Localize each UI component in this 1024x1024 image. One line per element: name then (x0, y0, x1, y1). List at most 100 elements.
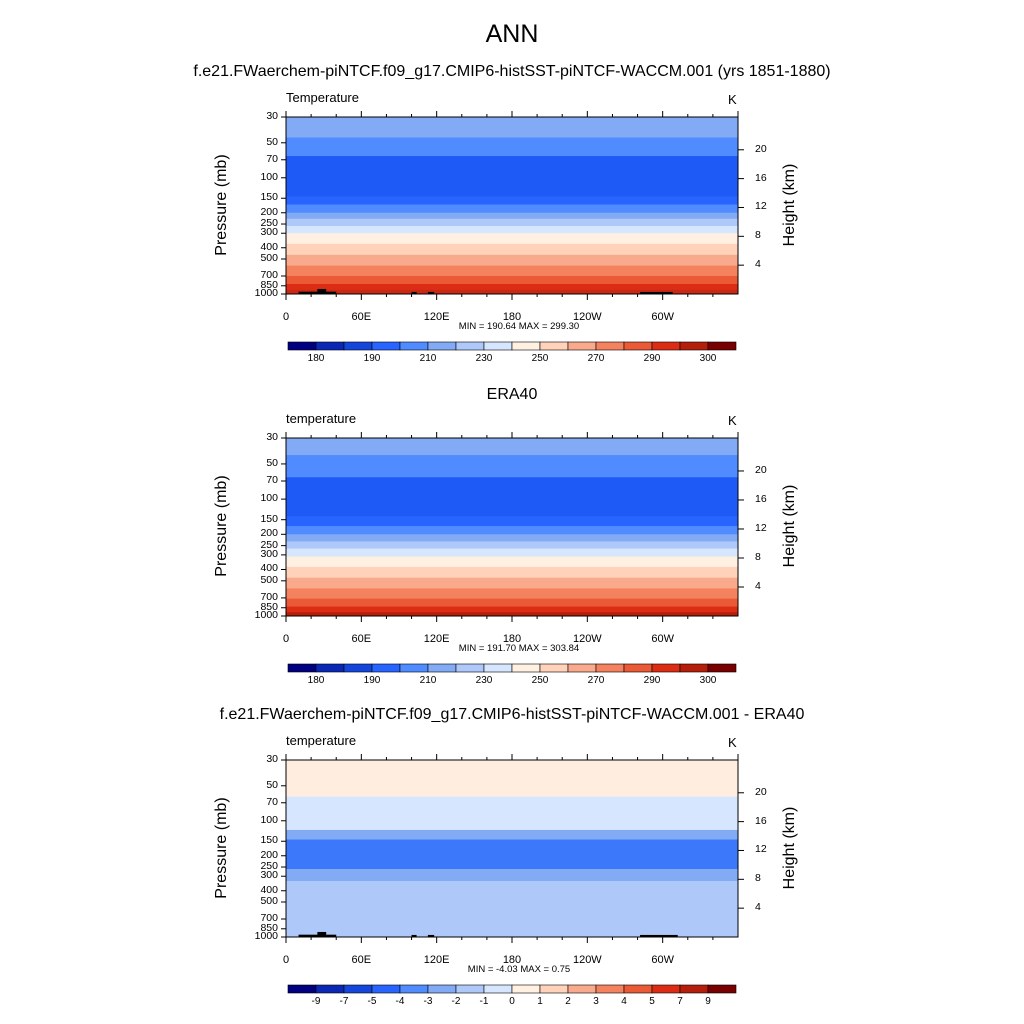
colorbar-swatch (343, 984, 373, 994)
contour-band (286, 588, 738, 600)
topography-mask (326, 934, 337, 937)
h-tick-label: 12 (755, 200, 767, 213)
p-tick-label: 30 (266, 431, 278, 443)
colorbar-swatch (483, 663, 513, 673)
p-tick-label: 300 (260, 226, 278, 239)
y-axis-title: Pressure (mb) (213, 475, 230, 577)
colorbar-tick-label: 0 (509, 996, 515, 1007)
p-tick-label: 850 (260, 278, 278, 291)
contour-band (286, 283, 738, 291)
panel-title: f.e21.FWaerchem-piNTCF.f09_g17.CMIP6-his… (193, 63, 831, 80)
colorbar-swatch (455, 341, 485, 351)
h-tick-label: 4 (755, 901, 761, 914)
h-tick-label: 8 (755, 229, 761, 242)
panel-title: f.e21.FWaerchem-piNTCF.f09_g17.CMIP6-his… (219, 706, 805, 723)
contour-band (286, 534, 738, 542)
p-tick-label: 200 (260, 848, 278, 861)
contour-band (286, 156, 738, 197)
colorbar-swatch (427, 663, 457, 673)
colorbar-swatch (651, 341, 681, 351)
topography-mask (427, 291, 435, 294)
colorbar-tick-label: -4 (395, 996, 405, 1007)
colorbar-swatch (371, 341, 401, 351)
topography-mask (640, 934, 678, 937)
contour-band (286, 137, 738, 157)
p-tick-label: 500 (260, 573, 278, 586)
colorbar-swatch (315, 341, 345, 351)
colorbar-tick-label: 300 (699, 675, 717, 686)
x-tick-label: 60E (351, 954, 372, 966)
h-tick-label: 16 (755, 171, 767, 184)
p-tick-label: 700 (260, 268, 278, 281)
colorbar-tick-label: 180 (307, 675, 325, 686)
contour-band (286, 477, 738, 517)
h-tick-label: 12 (755, 521, 767, 534)
x-tick-label: 120E (423, 311, 450, 323)
colorbar-swatch (651, 984, 681, 994)
p-tick-label: 100 (260, 170, 278, 183)
contour-band (286, 548, 738, 557)
colorbar-swatch (623, 663, 653, 673)
colorbar-swatch (483, 984, 513, 994)
colorbar-tick-label: 190 (363, 353, 381, 364)
colorbar-swatch (623, 984, 653, 994)
p-tick-label: 400 (260, 562, 278, 575)
topography-mask (298, 291, 327, 294)
colorbar-tick-label: -2 (451, 996, 461, 1007)
colorbar-swatch (427, 341, 457, 351)
x-tick-label: 0 (282, 633, 290, 645)
colorbar-tick-label: 4 (621, 996, 627, 1007)
h-tick-label: 20 (755, 463, 767, 476)
p-tick-label: 850 (260, 921, 278, 934)
contour-band (286, 516, 738, 527)
contour-band (286, 612, 738, 617)
p-tick-label: 50 (266, 456, 278, 469)
colorbar-swatch (343, 341, 373, 351)
h-tick-label: 8 (755, 550, 761, 563)
colorbar-swatch (343, 663, 373, 673)
colorbar-tick-label: 300 (699, 353, 717, 364)
x-tick-label: 60E (351, 633, 372, 645)
colorbar-swatch (287, 984, 317, 994)
topography-mask (317, 931, 327, 937)
colorbar-swatch (399, 984, 429, 994)
colorbar-swatch (539, 341, 569, 351)
contour-band (286, 881, 738, 938)
p-tick-label: 30 (266, 110, 278, 122)
colorbar-tick-label: 270 (587, 675, 605, 686)
colorbar-swatch (539, 984, 569, 994)
colorbar-swatch (567, 341, 597, 351)
p-tick-label: 400 (260, 883, 278, 896)
topography-mask (640, 291, 673, 294)
h-tick-label: 16 (755, 814, 767, 827)
colorbar-tick-label: 210 (419, 675, 437, 686)
contour-band (286, 289, 738, 295)
p-tick-label: 250 (260, 860, 278, 873)
colorbar-tick-label: 9 (705, 996, 711, 1007)
contour-band (286, 556, 738, 568)
colorbar-swatch (567, 984, 597, 994)
contour-band (286, 254, 738, 267)
colorbar-swatch (651, 663, 681, 673)
contour-band (286, 233, 738, 245)
colorbar-swatch (315, 984, 345, 994)
min-max-label: MIN = 190.64 MAX = 299.30 (458, 321, 580, 332)
colorbar-swatch (371, 663, 401, 673)
colorbar-swatch (511, 663, 541, 673)
variable-label: temperature (286, 411, 357, 426)
p-tick-label: 30 (266, 753, 278, 765)
colorbar-swatch (483, 341, 513, 351)
p-tick-label: 500 (260, 252, 278, 264)
contour-band (286, 606, 738, 613)
contour-band (286, 117, 738, 138)
colorbar-swatch (623, 341, 653, 351)
colorbar-tick-label: 290 (643, 675, 661, 686)
y-axis-title: Pressure (mb) (213, 153, 230, 256)
colorbar-tick-label: -1 (479, 996, 489, 1007)
colorbar-tick-label: 3 (593, 996, 599, 1007)
x-tick-label: 120E (423, 954, 450, 966)
topography-mask (427, 934, 435, 937)
p-tick-label: 150 (260, 512, 278, 525)
p-tick-label: 400 (260, 240, 278, 253)
